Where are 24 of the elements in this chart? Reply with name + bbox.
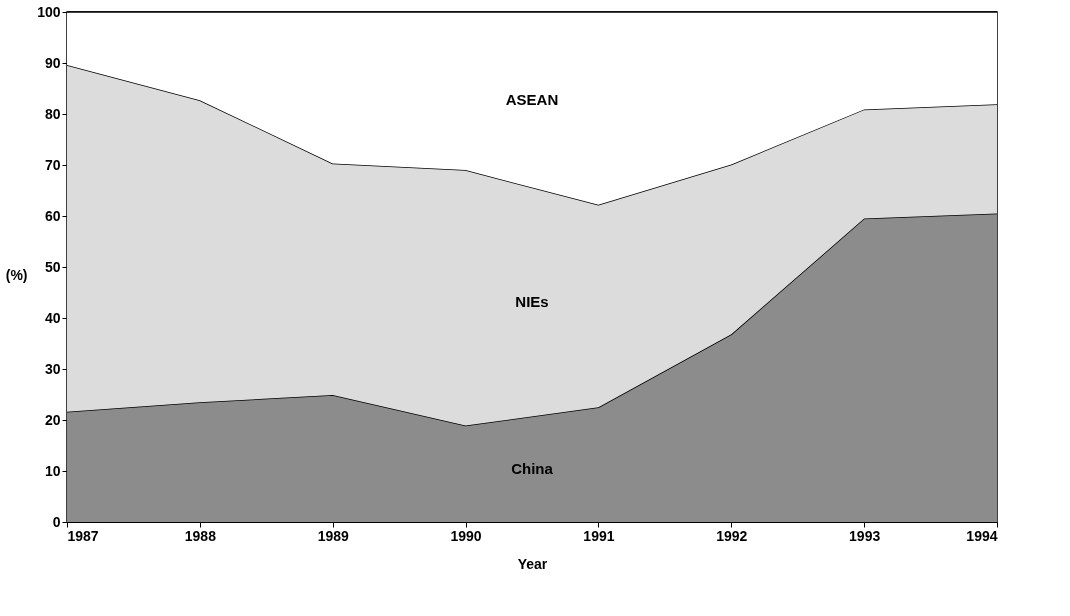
y-axis-title: (%): [5, 266, 28, 283]
series-label: ASEAN: [505, 90, 559, 108]
y-tick-label: 90: [44, 54, 61, 71]
y-tick-label: 80: [44, 105, 61, 122]
y-tick-label: 30: [44, 360, 61, 377]
x-tick-label: 1987: [67, 527, 99, 544]
x-axis-title: Year: [517, 555, 548, 572]
series-label: China: [511, 460, 554, 478]
series-label: NIEs: [515, 292, 549, 310]
y-tick-label: 50: [44, 258, 61, 275]
y-tick-label: 60: [44, 207, 61, 224]
x-tick-label: 1989: [317, 527, 349, 544]
x-tick-label: 1991: [583, 527, 615, 544]
x-tick-label: 1993: [849, 527, 881, 544]
x-tick-label: 1992: [716, 527, 748, 544]
y-tick-label: 0: [52, 513, 61, 530]
x-tick-label: 1994: [966, 527, 998, 544]
y-tick-label: 10: [44, 462, 61, 479]
y-tick-label: 70: [44, 156, 61, 173]
x-tick-label: 1988: [184, 527, 217, 544]
y-tick-label: 100: [37, 3, 61, 20]
x-tick-label: 1990: [450, 527, 482, 544]
y-tick-label: 20: [44, 411, 61, 428]
y-tick-label: 40: [44, 309, 61, 326]
